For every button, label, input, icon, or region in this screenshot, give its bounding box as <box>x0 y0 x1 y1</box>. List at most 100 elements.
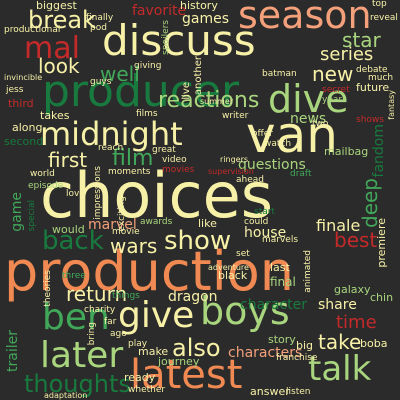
word-listen: listen <box>286 387 311 397</box>
word-adaptation: adaptation <box>44 391 88 400</box>
word-like: like <box>198 217 217 230</box>
word-productional: productional <box>4 25 61 35</box>
word-favorite: favorite <box>132 3 187 19</box>
word-mal: mal <box>24 31 80 66</box>
word-van: van <box>246 106 338 164</box>
word-galaxy: galaxy <box>334 283 371 296</box>
word-start: start <box>254 207 275 217</box>
word-could: could <box>244 217 269 227</box>
word-reactions: reactions <box>158 88 260 113</box>
word-mailbag: mailbag <box>324 145 369 158</box>
word-ready: ready <box>124 371 156 384</box>
word-choices: choices <box>40 159 274 232</box>
word-far: far <box>104 317 117 327</box>
word-thoughts: thoughts <box>24 370 131 398</box>
word-films: films <box>136 109 158 119</box>
word-three: three <box>62 271 86 281</box>
word-two: two <box>312 119 329 129</box>
word-season: season <box>238 0 372 37</box>
word-guys: guys <box>90 77 112 87</box>
word-jess: jess <box>6 85 24 95</box>
word-look: look <box>38 54 80 78</box>
word-video: video <box>162 155 187 165</box>
word-ben: ben <box>42 297 110 338</box>
word-whether: whether <box>128 385 166 395</box>
word-time: time <box>336 312 377 333</box>
word-special: special <box>27 200 37 232</box>
word-midnight: midnight <box>40 115 183 153</box>
word-love: love <box>66 189 85 199</box>
word-also: also <box>172 334 221 362</box>
word-finally: finally <box>86 13 114 23</box>
word-talk: talk <box>308 349 372 389</box>
word-finale: finale <box>316 216 361 235</box>
word-takes: takes <box>40 109 70 122</box>
word-return: return <box>66 282 128 306</box>
word-ahead: ahead <box>236 175 264 185</box>
word-play: play <box>128 339 148 349</box>
word-big: big <box>296 339 314 352</box>
word-ago: ago <box>110 329 127 339</box>
word-discuss: discuss <box>102 16 256 65</box>
word-would: would <box>52 223 85 236</box>
word-history: history <box>180 0 218 12</box>
word-bring: bring <box>87 322 97 346</box>
word-dragon: dragon <box>168 289 218 305</box>
word-moments: moments <box>108 167 151 177</box>
word-questions: questions <box>238 157 306 173</box>
word-back: back <box>42 226 104 256</box>
word-second: second <box>4 135 44 148</box>
word-third: third <box>8 97 34 110</box>
word-awards: awards <box>140 217 173 227</box>
word-movies: movies <box>162 165 195 175</box>
word-break: break <box>28 6 96 34</box>
word-first: first <box>48 148 88 172</box>
word-film: film <box>112 146 154 171</box>
word-black: black <box>218 269 248 282</box>
word-premiere: premiere <box>375 218 388 268</box>
word-dive: dive <box>268 77 349 121</box>
word-well: well <box>100 62 140 86</box>
word-boba: boba <box>360 337 388 350</box>
word-writer: writer <box>222 111 249 121</box>
word-show: show <box>164 226 232 256</box>
word-ringers: ringers <box>220 155 249 164</box>
word-chin: chin <box>370 291 394 304</box>
word-final: final <box>270 275 296 289</box>
word-trailer: trailer <box>5 330 21 372</box>
word-journey: journey <box>158 355 200 368</box>
word-latest: latest <box>130 352 243 398</box>
word-debate: debate <box>356 65 388 75</box>
word-story: story <box>268 333 296 346</box>
word-theories: theories <box>43 270 53 307</box>
word-best: best <box>334 228 378 252</box>
word-marvel: marvel <box>88 217 137 233</box>
word-answer: answer <box>250 385 290 398</box>
word-news: news <box>290 111 327 127</box>
word-things: things <box>112 291 140 301</box>
word-character: character <box>240 297 308 313</box>
word-characters: characters <box>228 345 303 361</box>
word-batman: batman <box>262 69 297 79</box>
word-future: future <box>356 81 390 94</box>
word-take: take <box>318 330 362 354</box>
word-last: last <box>270 261 290 274</box>
word-adventure: adventure <box>208 263 249 272</box>
word-reveal: reveal <box>370 13 398 23</box>
word-marvels: marvels <box>262 235 299 245</box>
word-make: make <box>138 345 169 358</box>
word-fandom: fandom <box>371 124 387 178</box>
word-franchise: franchise <box>276 353 318 363</box>
word-pod: pod <box>90 23 107 33</box>
word-live: live <box>181 82 192 100</box>
word-movie: movie <box>112 227 140 237</box>
word-star: star <box>342 28 381 52</box>
word-world: world <box>30 169 55 179</box>
word-game: game <box>9 192 25 232</box>
word-summer: summer <box>200 97 234 106</box>
word-draft: draft <box>290 169 312 179</box>
word-episode: episode <box>28 181 64 191</box>
word-spoilers: spoilers <box>161 20 171 55</box>
word-animated: animated <box>303 250 313 293</box>
word-later: later <box>40 335 124 376</box>
